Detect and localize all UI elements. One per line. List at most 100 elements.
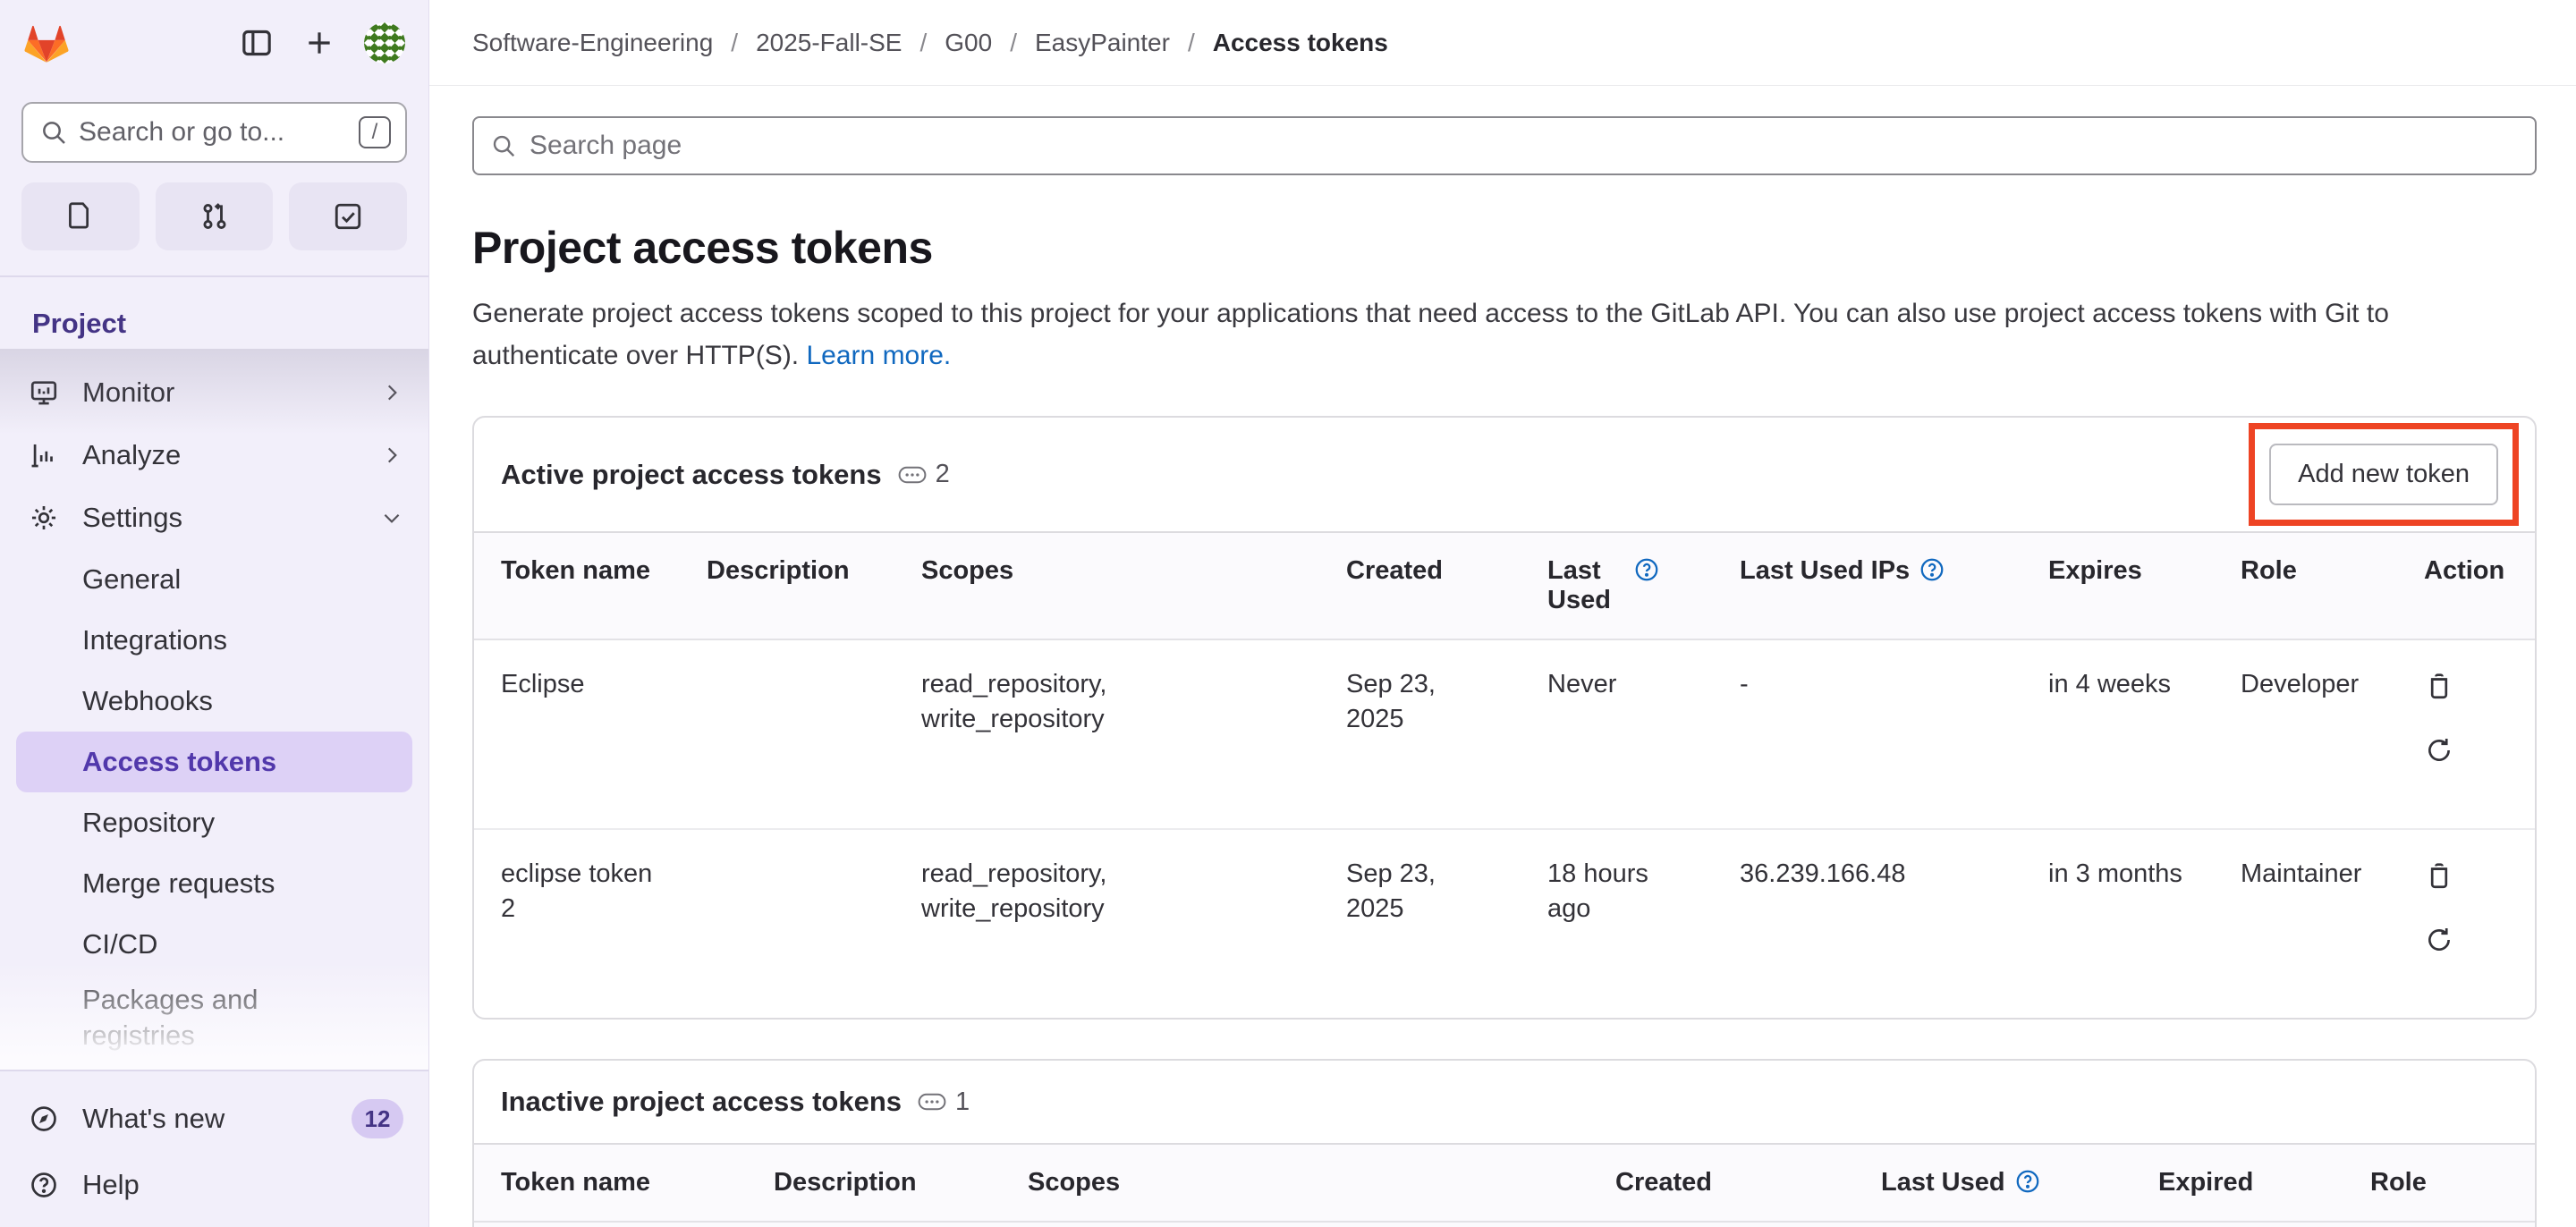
counter-pill-icon <box>918 1093 946 1111</box>
col-token-name: Token name <box>474 531 680 640</box>
issues-shortcut-button[interactable] <box>21 182 140 250</box>
sidebar-divider <box>0 275 428 277</box>
col-role: Role <box>2343 1143 2535 1223</box>
whats-new-label: What's new <box>82 1103 225 1134</box>
sidebar-item-webhooks[interactable]: Webhooks <box>82 684 213 716</box>
search-icon <box>39 118 68 147</box>
inactive-section-title: Inactive project access tokens <box>501 1086 902 1117</box>
user-avatar[interactable] <box>364 22 405 63</box>
cell-created: Sep 23, 2025 <box>1346 670 1436 734</box>
breadcrumb-team[interactable]: G00 <box>945 28 993 56</box>
page-content: Project access tokens Generate project a… <box>429 86 2576 1227</box>
sidebar-item-general[interactable]: General <box>82 563 182 595</box>
breadcrumb-project[interactable]: EasyPainter <box>1034 28 1170 56</box>
table-row: eclipse token 2 read_repository, write_r… <box>474 828 2535 1018</box>
sidebar-item-label: Monitor <box>82 377 175 408</box>
breadcrumb-subgroup[interactable]: 2025-Fall-SE <box>756 28 902 56</box>
add-new-token-button[interactable]: Add new token <box>2269 444 2498 505</box>
slash-shortcut-key: / <box>359 116 391 148</box>
inactive-token-count: 1 <box>955 1087 970 1116</box>
sidebar-search[interactable]: / <box>21 102 407 163</box>
cell-last-used: 18 hours ago <box>1521 828 1713 1018</box>
chevron-right-icon <box>380 444 403 467</box>
col-role: Role <box>2214 531 2397 640</box>
help-item[interactable]: Help <box>0 1152 428 1218</box>
cell-last-used-ips: - <box>1740 670 1749 698</box>
cell-expired: Revoked <box>2131 1222 2343 1227</box>
col-last-used-ips: Last Used IPs <box>1713 531 2021 640</box>
sidebar-item-merge-requests[interactable]: Merge requests <box>82 867 275 899</box>
breadcrumb-current-page: Access tokens <box>1212 28 1388 56</box>
whats-new-item[interactable]: What's new 12 <box>0 1086 428 1152</box>
cell-token-name: Eclipse <box>501 670 585 698</box>
monitor-icon <box>29 377 59 408</box>
sidebar-item-settings[interactable]: Settings <box>0 487 428 549</box>
active-section-title: Active project access tokens <box>501 458 882 490</box>
col-description: Description <box>680 531 894 640</box>
col-created: Created <box>1319 531 1521 640</box>
col-last-used-ips-label: Last Used IPs <box>1740 556 1911 585</box>
sidebar-item-analyze[interactable]: Analyze <box>0 424 428 487</box>
revoke-token-icon[interactable] <box>2424 860 2454 891</box>
question-circle-icon <box>29 1170 59 1200</box>
rotate-token-icon[interactable] <box>2424 925 2454 955</box>
sidebar-item-monitor-settings[interactable]: Monitor <box>0 1062 428 1070</box>
cell-scopes: read_repository, write_repository <box>894 828 1319 1018</box>
cell-expires: in 4 weeks <box>2048 670 2172 698</box>
cell-description <box>680 828 894 1018</box>
help-icon[interactable] <box>1919 556 1945 583</box>
chevron-down-icon <box>380 506 403 529</box>
sidebar-item-integrations[interactable]: Integrations <box>82 623 227 656</box>
cell-created: Sep 23, 2025 <box>1319 828 1521 1018</box>
project-section-label: Project <box>32 308 127 339</box>
help-icon[interactable] <box>1633 556 1660 583</box>
todo-shortcut-button[interactable] <box>289 182 408 250</box>
breadcrumb-group[interactable]: Software-Engineering <box>472 28 714 56</box>
rotate-token-icon[interactable] <box>2424 735 2454 766</box>
whats-new-badge: 12 <box>352 1099 403 1138</box>
sidebar-item-cicd[interactable]: CI/CD <box>82 927 158 960</box>
col-last-used: Last Used <box>1854 1143 2131 1223</box>
help-icon[interactable] <box>2014 1168 2041 1195</box>
col-created: Created <box>1589 1143 1854 1223</box>
gear-icon <box>29 503 59 533</box>
cell-expires: in 3 months <box>2021 828 2214 1018</box>
sidebar-header <box>0 0 428 86</box>
cell-action <box>2397 828 2535 1018</box>
revoke-token-icon[interactable] <box>2424 671 2454 701</box>
breadcrumb-separator: / <box>1010 28 1017 56</box>
create-new-icon[interactable] <box>301 25 337 61</box>
search-icon <box>490 132 517 159</box>
sidebar-search-input[interactable] <box>79 117 348 148</box>
sidebar-item-repository[interactable]: Repository <box>82 806 216 838</box>
sidebar-item-access-tokens[interactable]: Access tokens <box>16 732 412 792</box>
col-expires: Expires <box>2021 531 2214 640</box>
learn-more-link[interactable]: Learn more. <box>806 340 952 370</box>
page-search-input[interactable] <box>530 131 2519 161</box>
sidebar: / Project Monitor <box>0 0 429 1227</box>
inactive-card-header: Inactive project access tokens 1 <box>474 1061 2535 1143</box>
sidebar-item-packages-registries[interactable]: Packages and registries <box>82 984 258 1052</box>
page-search[interactable] <box>472 116 2537 175</box>
page-description: Generate project access tokens scoped to… <box>472 293 2537 377</box>
bar-chart-icon <box>29 440 59 470</box>
cell-token-name: eclipse token 2 <box>474 828 680 1018</box>
page-title: Project access tokens <box>472 223 933 273</box>
table-row: Eclipse read_repository, write_repositor… <box>474 1222 2535 1227</box>
cell-created: Sep 19, 2025 <box>1589 1222 1854 1227</box>
sidebar-footer: What's new 12 Help <box>0 1070 428 1227</box>
merge-request-shortcut-button[interactable] <box>155 182 274 250</box>
sidebar-toggle-icon[interactable] <box>239 25 275 61</box>
sidebar-item-monitor[interactable]: Monitor <box>0 361 428 424</box>
breadcrumb: Software-Engineering / 2025-Fall-SE / G0… <box>472 29 1388 57</box>
active-tokens-table: Token name Description Scopes Created La… <box>474 531 2535 1018</box>
col-scopes: Scopes <box>894 531 1319 640</box>
top-bar: Software-Engineering / 2025-Fall-SE / G0… <box>429 0 2576 86</box>
gitlab-logo <box>23 21 70 64</box>
cell-action <box>2397 639 2535 829</box>
col-last-used-label: Last Used <box>1881 1168 2005 1197</box>
annotation-highlight: Add new token <box>2249 423 2519 526</box>
cell-role: Developer <box>2241 670 2360 698</box>
col-scopes: Scopes <box>1001 1143 1589 1223</box>
